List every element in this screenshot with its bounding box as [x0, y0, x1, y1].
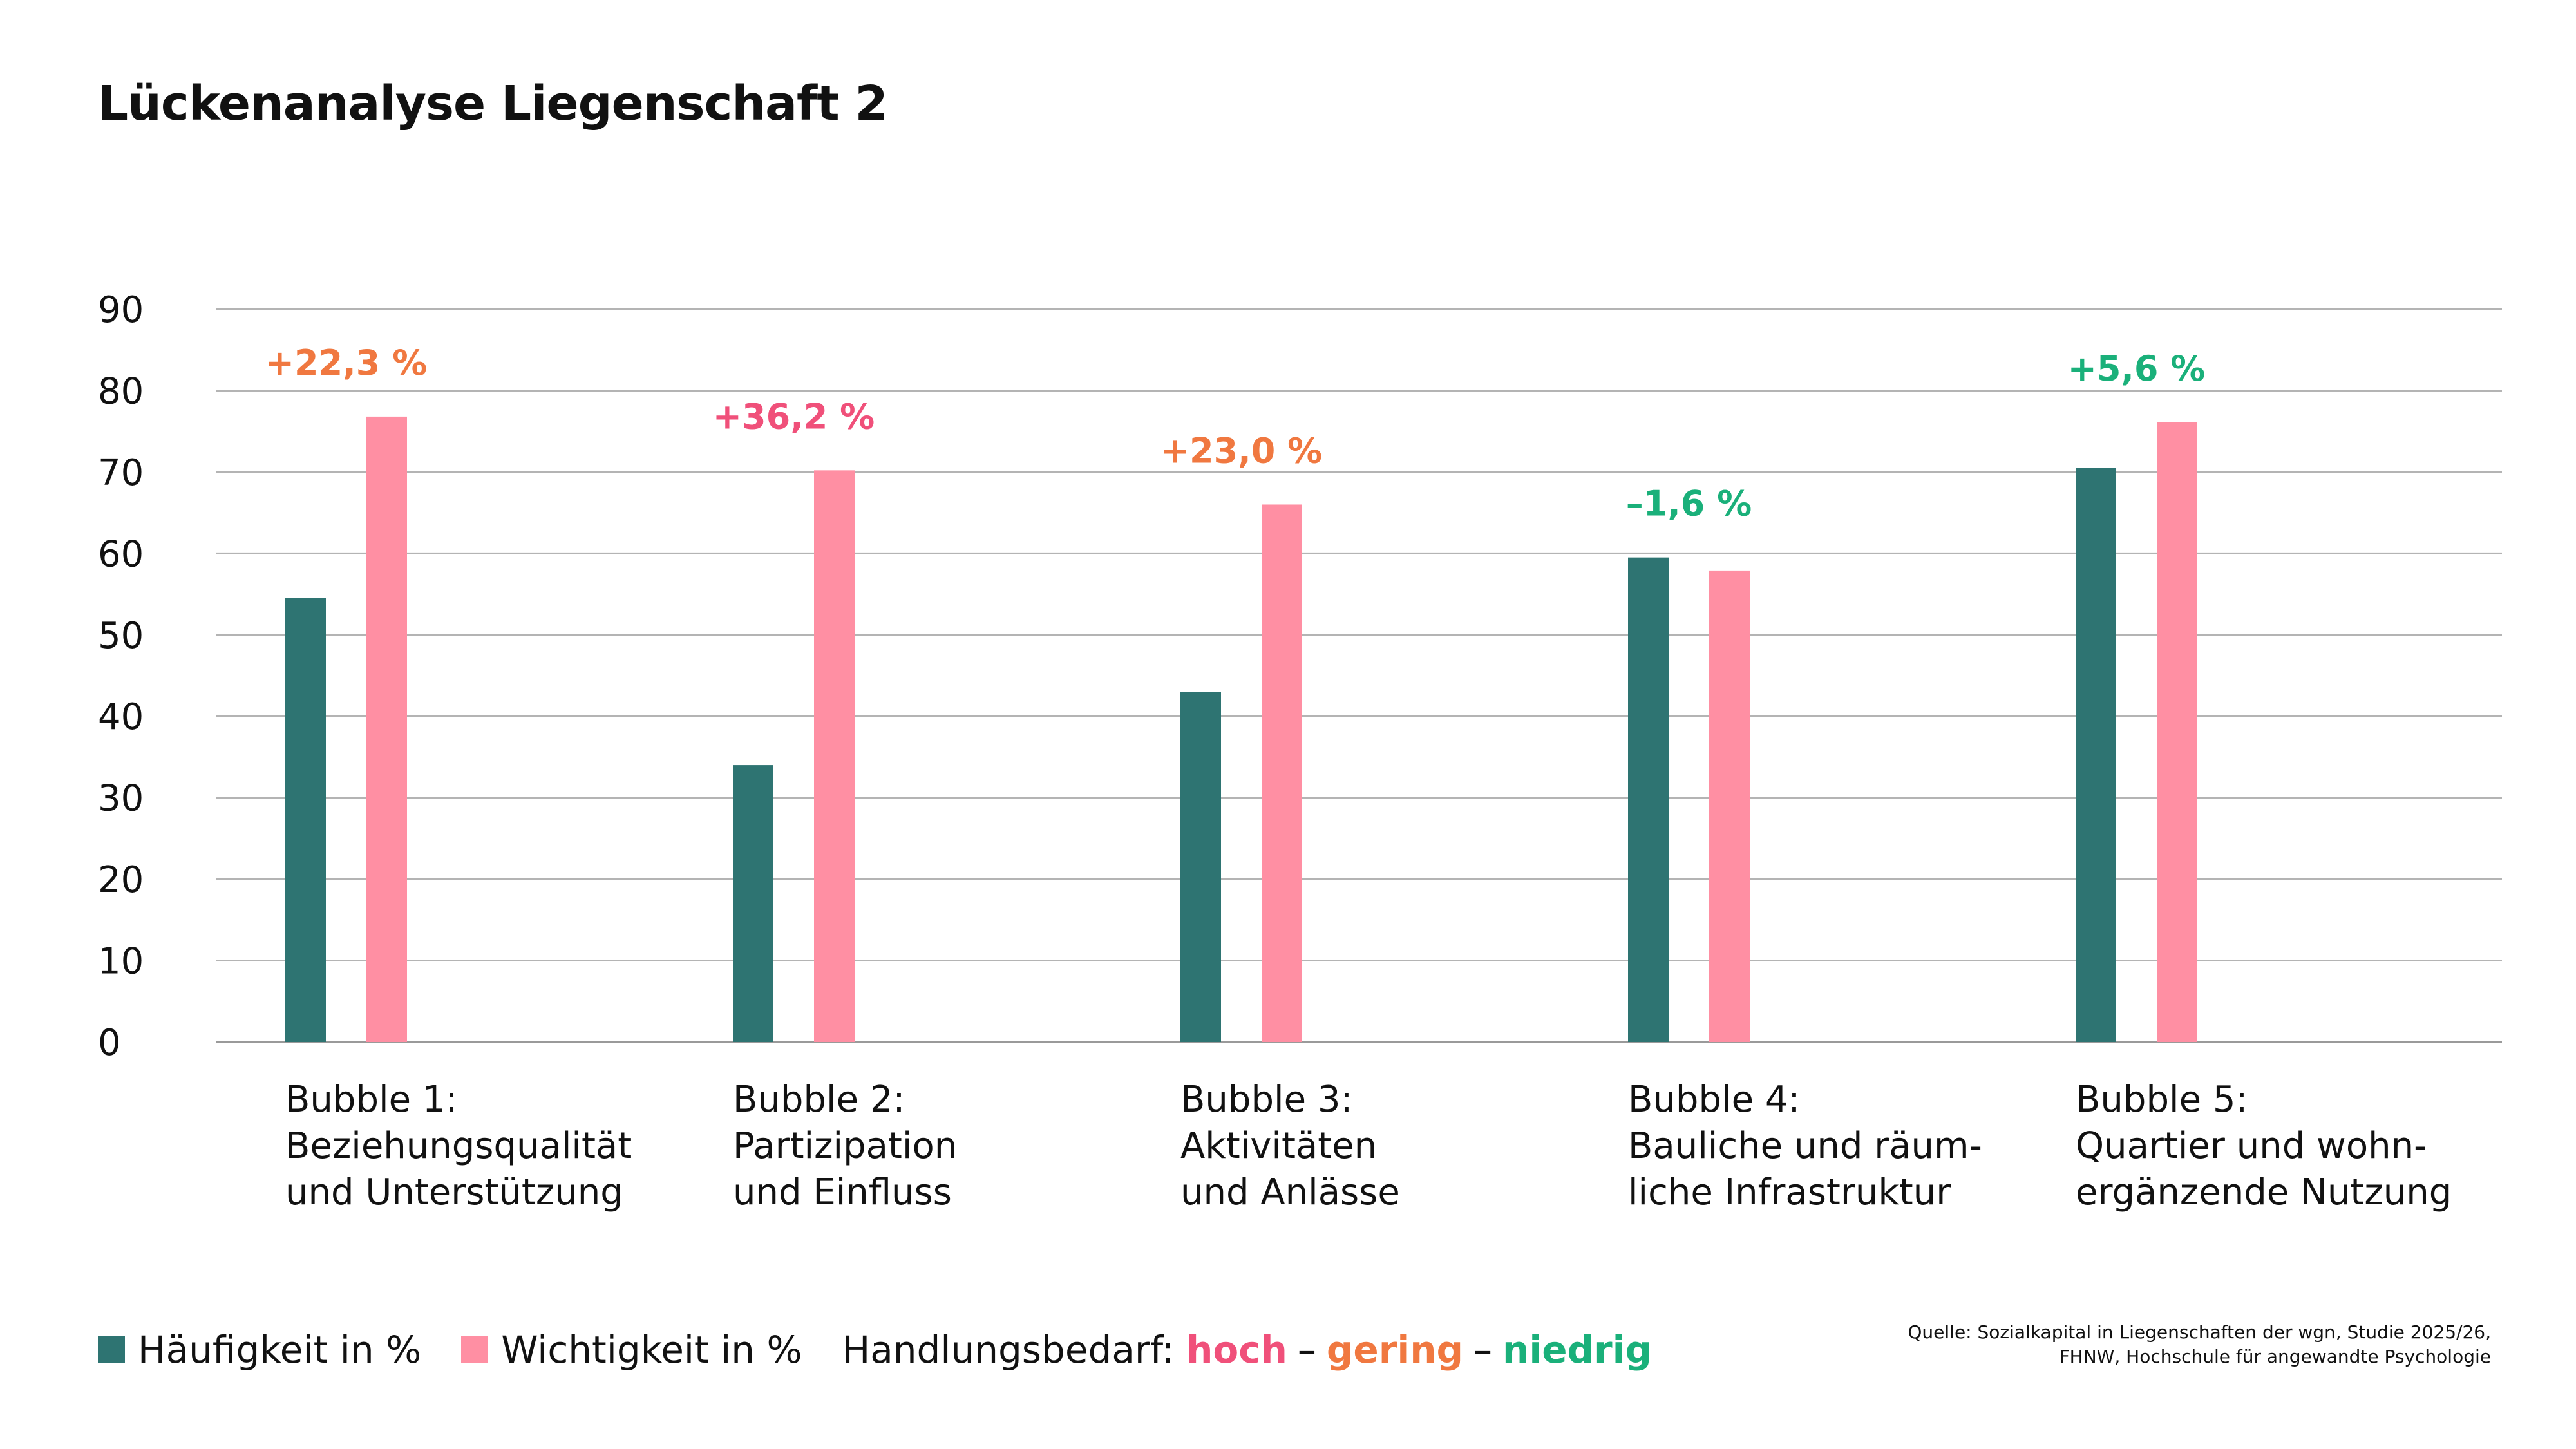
bar-chart: 0 10 20 30 40 50 60 70 80 90 +22,3 % +36,2 % +23,0 %…	[98, 289, 2502, 1064]
legend: Häufigkeit in % Wichtigkeit in % Handlun…	[98, 1327, 1692, 1373]
category-label: Bubble 4: Bauliche und räum-liche Infrast…	[1628, 1077, 1982, 1216]
bar-wichtigkeit	[366, 416, 407, 1042]
category-label-line: Bubble 2:	[733, 1079, 905, 1121]
legend-swatch-wichtigkeit	[461, 1336, 489, 1363]
chart-title: Lückenanalyse Liegenschaft 2	[98, 76, 888, 131]
y-tick-label: 40	[98, 696, 144, 738]
bar-haeufigkeit	[285, 598, 326, 1042]
category-label-line: Bubble 1:	[285, 1079, 458, 1121]
category-label-line: Bauliche und räum-	[1628, 1125, 1982, 1167]
y-tick-label: 60	[98, 533, 144, 575]
category-label: Bubble 2: Partizipation und Einfluss	[733, 1077, 957, 1216]
category-label: Bubble 1: Beziehungsqualität und Unterstüt…	[285, 1077, 632, 1216]
category-label: Bubble 5: Quartier und wohn-ergänzende Nu…	[2076, 1077, 2452, 1216]
gap-label: +22,3 %	[265, 343, 427, 383]
gap-label: +5,6 %	[2068, 348, 2206, 389]
y-tick-label: 70	[98, 452, 144, 494]
category-label-line: Quartier und wohn-	[2076, 1125, 2427, 1167]
legend-handlungsbedarf: Handlungsbedarf: hoch – gering – niedrig	[842, 1328, 1652, 1372]
category-label-line: Bubble 3:	[1180, 1079, 1353, 1121]
y-tick-label: 10	[98, 941, 144, 983]
y-tick-label: 90	[98, 289, 144, 331]
y-tick-label: 0	[98, 1022, 121, 1064]
legend-item-haeufigkeit: Häufigkeit in %	[98, 1328, 421, 1372]
bar-haeufigkeit	[1180, 692, 1221, 1042]
category-label-line: liche Infrastruktur	[1628, 1171, 1951, 1213]
category-label-line: Bubble 5:	[2076, 1079, 2248, 1121]
source-line-2: FHNW, Hochschule für angewandte Psycholo…	[2059, 1346, 2491, 1367]
y-tick-label: 30	[98, 778, 144, 820]
level-niedrig: niedrig	[1502, 1328, 1653, 1372]
handlungsbedarf-label: Handlungsbedarf:	[842, 1328, 1175, 1372]
legend-label-haeufigkeit: Häufigkeit in %	[138, 1328, 422, 1372]
bar-haeufigkeit	[733, 765, 773, 1042]
y-tick-label: 20	[98, 859, 144, 901]
gap-label: –1,6 %	[1626, 484, 1752, 524]
source-note: Quelle: Sozialkapital in Liegenschaften …	[1908, 1320, 2491, 1369]
source-line-1: Quelle: Sozialkapital in Liegenschaften …	[1908, 1321, 2491, 1343]
category-label-line: und Anlässe	[1180, 1171, 1400, 1213]
legend-label-wichtigkeit: Wichtigkeit in %	[501, 1328, 802, 1372]
category-label-line: Aktivitäten	[1180, 1125, 1378, 1167]
level-hoch: hoch	[1186, 1328, 1287, 1372]
category-label-line: Beziehungsqualität	[285, 1125, 632, 1167]
level-separator: –	[1297, 1328, 1316, 1372]
level-gering: gering	[1326, 1328, 1464, 1372]
bar-wichtigkeit	[814, 470, 855, 1042]
category-label-line: Bubble 4:	[1628, 1079, 1801, 1121]
category-label-line: Partizipation	[733, 1125, 958, 1167]
bar-wichtigkeit	[2157, 422, 2197, 1042]
y-tick-label: 80	[98, 370, 144, 412]
level-separator: –	[1473, 1328, 1493, 1372]
category-label-line: ergänzende Nutzung	[2076, 1171, 2452, 1213]
category-label-line: und Unterstützung	[285, 1171, 623, 1213]
category-label-line: und Einfluss	[733, 1171, 952, 1213]
y-tick-label: 50	[98, 615, 144, 657]
gap-label: +36,2 %	[713, 396, 875, 437]
bar-wichtigkeit	[1262, 504, 1302, 1042]
bar-haeufigkeit	[1628, 557, 1669, 1042]
legend-item-wichtigkeit: Wichtigkeit in %	[461, 1328, 802, 1372]
legend-swatch-haeufigkeit	[98, 1336, 125, 1363]
bar-wichtigkeit	[1709, 570, 1750, 1042]
category-label: Bubble 3: Aktivitäten und Anlässe	[1180, 1077, 1400, 1216]
gap-label: +23,0 %	[1160, 430, 1322, 471]
bar-haeufigkeit	[2076, 468, 2116, 1042]
